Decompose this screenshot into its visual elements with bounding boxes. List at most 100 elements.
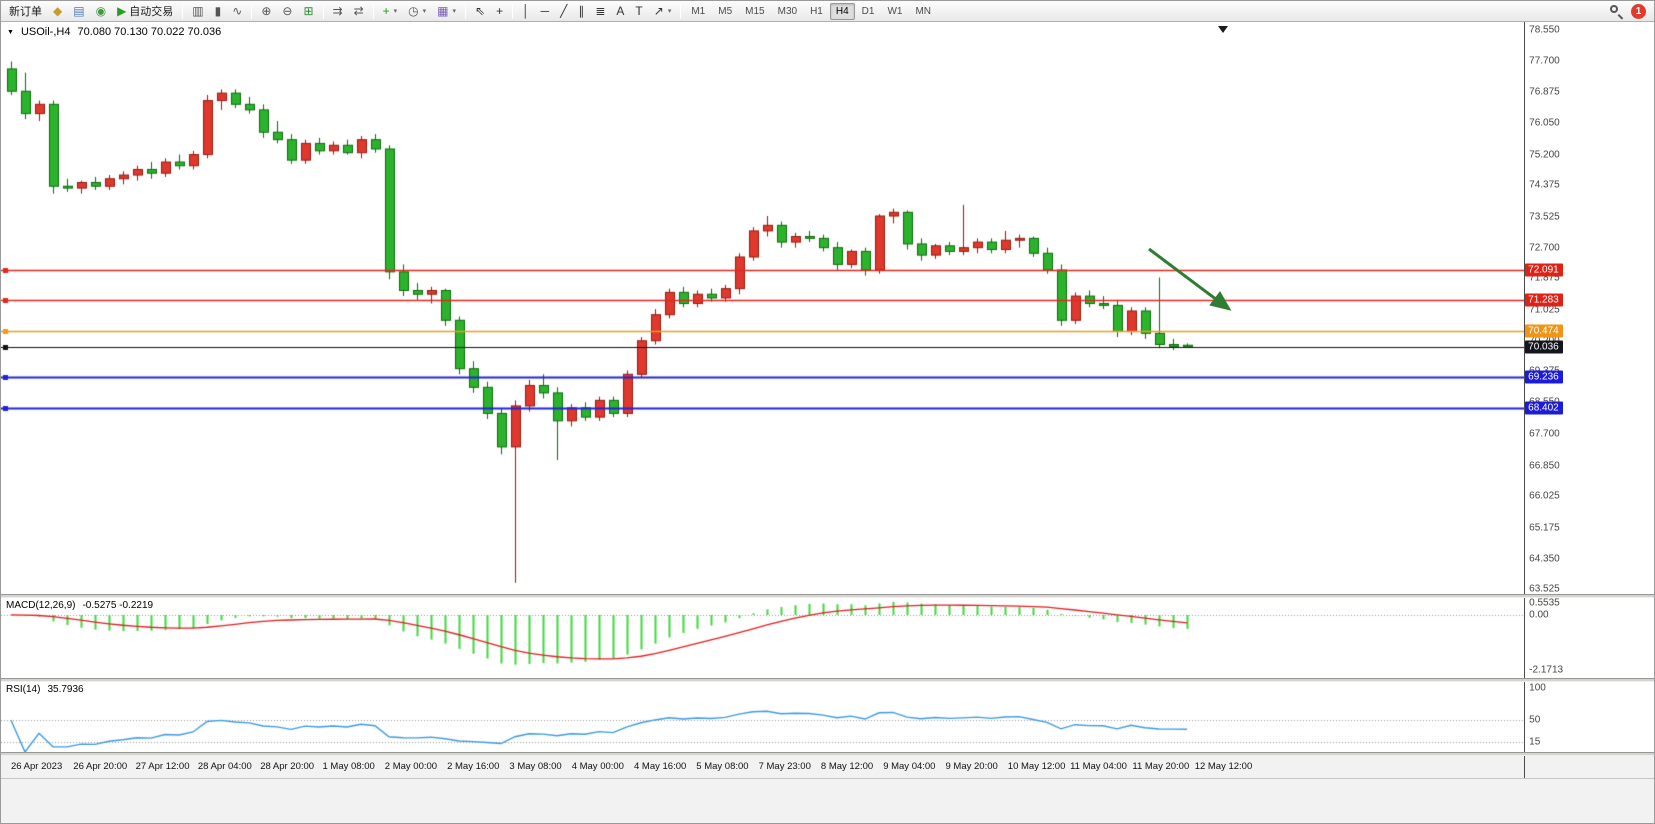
search-icon[interactable]: [1609, 4, 1624, 20]
timeframe-h4-button[interactable]: H4: [829, 2, 855, 20]
time-label: 26 Apr 2023: [11, 761, 63, 772]
time-label: 12 May 12:00: [1194, 761, 1253, 772]
cursor-icon-glyph: ⇖: [475, 4, 486, 18]
autotrading-button[interactable]: ▶ 自动交易: [112, 2, 178, 20]
chart-shift-icon[interactable]: ⇄: [349, 2, 369, 20]
text-label-tool-icon[interactable]: T: [630, 2, 647, 20]
indicators-icon[interactable]: + ▾: [378, 2, 403, 20]
macd-canvas[interactable]: [1, 598, 1525, 678]
text-tool-icon[interactable]: A: [611, 2, 629, 20]
time-label: 5 May 08:00: [696, 761, 749, 772]
terminal-icon[interactable]: ◉: [91, 2, 111, 20]
rsi-canvas[interactable]: [1, 682, 1525, 752]
line-chart-icon[interactable]: ∿: [227, 2, 247, 20]
auto-scroll-icon-glyph: ⇉: [332, 4, 343, 18]
crosshair-icon[interactable]: +: [491, 2, 508, 20]
bar-chart-icon[interactable]: ▥: [187, 2, 208, 20]
auto-scroll-icon[interactable]: ⇉: [328, 2, 348, 20]
chevron-down-icon: ▾: [422, 8, 427, 15]
templates-icon[interactable]: ▦ ▾: [432, 2, 461, 20]
zoom-out-icon[interactable]: ⊖: [277, 2, 297, 20]
rsi-label: RSI(14) 35.7936: [6, 684, 84, 695]
time-label: 9 May 20:00: [945, 761, 998, 772]
price-tick: 73.525: [1529, 211, 1560, 223]
pane-separator[interactable]: [1, 678, 1654, 682]
timeframe-mn-button[interactable]: MN: [915, 5, 932, 17]
navigator-icon[interactable]: ▤: [68, 2, 89, 20]
timeframe-w1-button[interactable]: W1: [887, 5, 903, 17]
macd-scale-tick: -2.1713: [1529, 664, 1564, 676]
chart-ohlc-values: 70.080 70.130 70.022 70.036: [77, 26, 222, 38]
toolbar-separator: [182, 3, 184, 19]
time-label: 2 May 00:00: [384, 761, 438, 772]
trendline-icon[interactable]: ╱: [555, 2, 572, 20]
periods-icon[interactable]: ◷ ▾: [403, 2, 431, 20]
time-axis-row: 26 Apr 2023 26 Apr 20:00 27 Apr 12:00 28 Ap…: [1, 756, 1654, 778]
tile-windows-icon[interactable]: ⊞: [298, 2, 318, 20]
timeframe-m1-button[interactable]: M1: [691, 5, 706, 17]
fibonacci-icon[interactable]: ≣: [590, 2, 610, 20]
timeframe-m30-button[interactable]: M30: [777, 5, 798, 17]
price-tick: 76.875: [1529, 86, 1560, 98]
time-label: 27 Apr 12:00: [135, 761, 190, 772]
autotrading-icon: ▶: [117, 4, 127, 18]
candlestick-chart-icon[interactable]: ▮: [210, 2, 227, 20]
oneclick-expand-icon[interactable]: ▼: [7, 28, 14, 36]
chevron-down-icon: ▾: [667, 8, 672, 15]
macd-pane[interactable]: MACD(12,26,9) -0.5275 -0.2219: [1, 598, 1525, 678]
main-chart-pane[interactable]: ▼ USOil-,H4 70.080 70.130 70.022 70.036: [1, 22, 1525, 594]
trendline-icon-glyph: ╱: [560, 4, 568, 18]
price-axis[interactable]: 78.550 77.700 76.875 76.050 75.200 74.375 73.5…: [1524, 22, 1654, 594]
pane-separator[interactable]: [1, 752, 1654, 756]
notification-badge[interactable]: 1: [1631, 3, 1646, 19]
channel-icon[interactable]: ∥: [573, 2, 589, 20]
price-tick: 63.525: [1529, 583, 1560, 594]
crosshair-icon-glyph: +: [496, 4, 504, 18]
pane-separator[interactable]: [1, 594, 1654, 598]
time-axis[interactable]: 26 Apr 2023 26 Apr 20:00 27 Apr 12:00 28 Ap…: [1, 756, 1525, 778]
periods-icon-glyph: ◷: [408, 4, 419, 18]
chevron-down-icon: ▾: [452, 8, 457, 15]
main-chart-row: ▼ USOil-,H4 70.080 70.130 70.022 70.036 …: [1, 22, 1654, 594]
cursor-icon[interactable]: ⇖: [470, 2, 490, 20]
toolbar: 新订单 ◆ ▤ ◉ ▶ 自动交易 ▥ ▮ ∿ ⊕ ⊖ ⊞ ⇉ ⇄ + ▾ ◷ ▾ ▦ ▾ ⇖ + │ ─ ╱ ∥ ≣ A T ↗ ▾ M1 M5…: [1, 1, 1654, 22]
market-watch-icon[interactable]: ◆: [48, 2, 67, 20]
time-label: 11 May 04:00: [1070, 761, 1127, 772]
time-label: 9 May 04:00: [883, 761, 936, 772]
rsi-pane[interactable]: RSI(14) 35.7936: [1, 682, 1525, 752]
indicators-icon-glyph: +: [382, 4, 390, 18]
rsi-values: 35.7936: [47, 684, 84, 695]
rsi-name: RSI(14): [6, 684, 41, 695]
macd-name: MACD(12,26,9): [6, 600, 76, 611]
timeframe-d1-button[interactable]: D1: [861, 5, 875, 17]
toolbar-separator: [372, 3, 374, 19]
arrows-tool-icon[interactable]: ↗ ▾: [649, 2, 677, 20]
toolbar-separator: [680, 3, 682, 19]
macd-axis[interactable]: 0.5535 0.00 -2.1713: [1524, 598, 1654, 678]
horizontal-line-icon[interactable]: ─: [536, 2, 555, 20]
time-label: 4 May 00:00: [571, 761, 624, 772]
price-tick: 67.700: [1529, 428, 1560, 440]
time-label: 11 May 20:00: [1132, 761, 1190, 772]
horizontal-line-icon-glyph: ─: [540, 4, 550, 18]
zoom-in-icon[interactable]: ⊕: [256, 2, 276, 20]
time-label: 2 May 16:00: [447, 761, 500, 772]
timeframe-h1-button[interactable]: H1: [810, 5, 823, 17]
text-tool-icon-glyph: A: [616, 4, 625, 18]
chart-shift-marker[interactable]: [1218, 26, 1228, 33]
price-tick: 71.025: [1529, 304, 1560, 316]
time-label: 4 May 16:00: [634, 761, 687, 772]
time-label: 28 Apr 04:00: [197, 761, 252, 772]
time-label: 3 May 08:00: [509, 761, 562, 772]
timeframe-m15-button[interactable]: M15: [745, 5, 765, 17]
candlestick-canvas[interactable]: [1, 22, 1525, 594]
timeframe-m5-button[interactable]: M5: [718, 5, 733, 17]
search-icon-handle: [1617, 14, 1624, 20]
rsi-axis[interactable]: 100 50 15: [1524, 682, 1654, 752]
price-tick: 66.850: [1529, 460, 1560, 472]
toolbar-separator: [465, 3, 467, 19]
new-order-button[interactable]: 新订单: [4, 2, 47, 20]
zoom-out-icon-glyph: ⊖: [282, 4, 293, 18]
candlestick-chart-icon-glyph: ▮: [214, 4, 222, 18]
vertical-line-icon[interactable]: │: [517, 2, 535, 20]
